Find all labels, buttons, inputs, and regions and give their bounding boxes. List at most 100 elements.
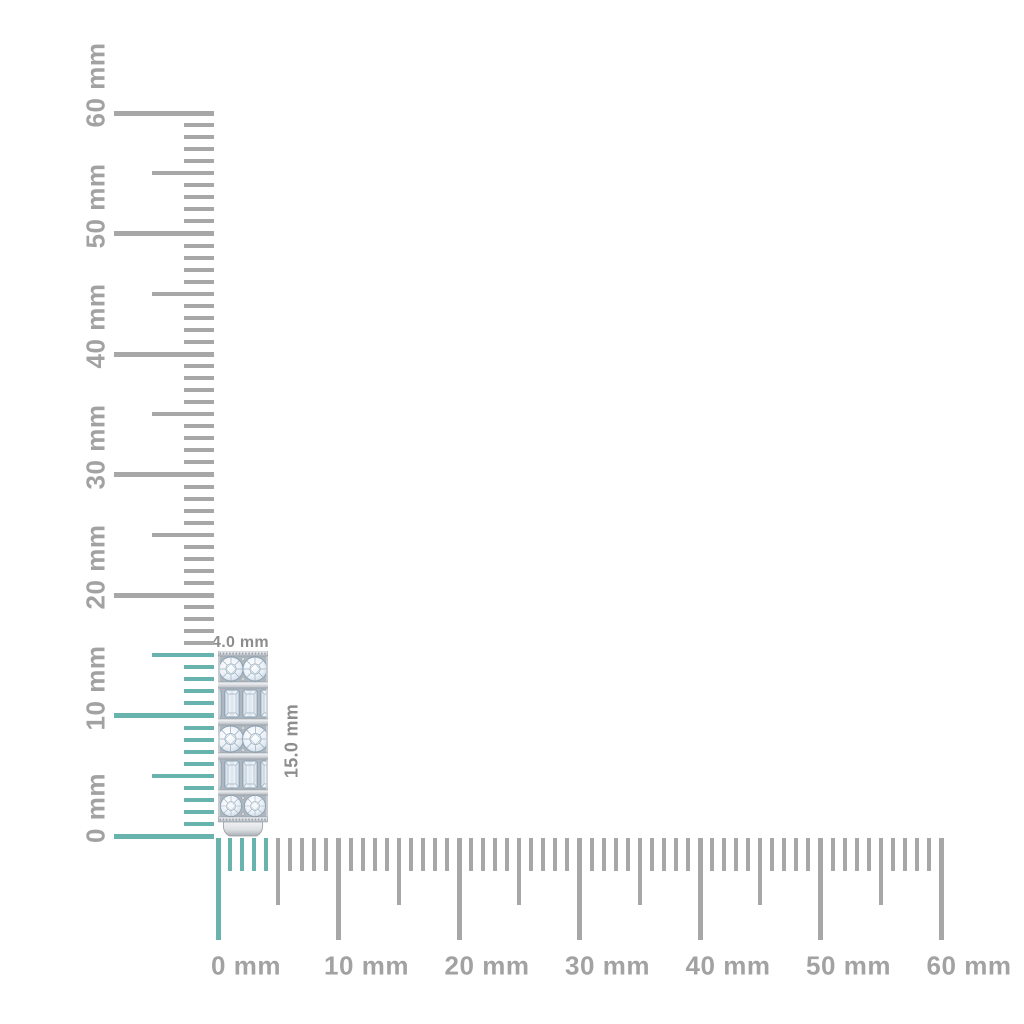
v-ruler-tick xyxy=(184,761,214,766)
v-ruler-tick xyxy=(152,653,214,658)
v-ruler-tick xyxy=(184,207,214,212)
h-ruler-tick xyxy=(505,838,510,871)
h-ruler-tick xyxy=(854,838,859,871)
v-ruler-tick xyxy=(184,737,214,742)
v-ruler-tick xyxy=(184,520,214,525)
v-ruler-tick xyxy=(184,629,214,634)
v-ruler-tick xyxy=(114,592,214,598)
h-ruler-tick xyxy=(746,838,751,871)
h-ruler-tick xyxy=(577,838,582,940)
h-ruler-tick xyxy=(890,838,895,871)
v-ruler-tick xyxy=(184,195,214,200)
v-ruler-tick xyxy=(152,412,214,417)
height-dimension-label: 15.0 mm xyxy=(281,703,302,779)
h-ruler-tick xyxy=(830,838,835,871)
v-ruler-tick xyxy=(184,568,214,573)
h-ruler-tick xyxy=(782,838,787,871)
h-ruler-tick xyxy=(215,838,221,940)
h-ruler-tick xyxy=(312,838,317,871)
v-ruler-tick xyxy=(184,701,214,706)
h-ruler-tick xyxy=(517,838,522,905)
h-ruler-tick xyxy=(770,838,775,871)
v-ruler-tick xyxy=(184,556,214,561)
h-ruler-tick xyxy=(866,838,871,871)
h-ruler-tick xyxy=(432,838,437,871)
h-ruler-tick xyxy=(324,838,329,871)
h-ruler-tick xyxy=(673,838,678,871)
v-ruler-tick xyxy=(184,135,214,140)
v-ruler-label: 40 mm xyxy=(80,283,111,369)
h-ruler-tick xyxy=(661,838,666,871)
v-ruler-tick xyxy=(184,364,214,369)
h-ruler-tick xyxy=(276,838,281,905)
h-ruler-label: 50 mm xyxy=(806,950,891,981)
v-ruler-tick xyxy=(184,484,214,489)
h-ruler-tick xyxy=(649,838,654,871)
v-ruler-label: 30 mm xyxy=(80,404,111,489)
h-ruler-tick xyxy=(625,838,630,871)
h-ruler-tick xyxy=(685,838,690,871)
v-ruler-tick xyxy=(184,243,214,248)
v-ruler-tick xyxy=(184,821,214,826)
h-ruler-tick xyxy=(938,838,944,940)
v-ruler-tick xyxy=(114,351,214,357)
v-ruler-tick xyxy=(184,123,214,128)
v-ruler-tick xyxy=(184,508,214,513)
h-ruler-tick xyxy=(456,838,462,940)
h-ruler-tick xyxy=(902,838,907,871)
v-ruler-tick xyxy=(184,544,214,549)
h-ruler-tick xyxy=(842,838,847,871)
v-ruler-tick xyxy=(184,809,214,814)
h-ruler-tick xyxy=(589,838,594,871)
h-ruler-tick xyxy=(264,838,269,871)
h-ruler-label: 60 mm xyxy=(926,950,1012,981)
v-ruler-tick xyxy=(152,532,214,537)
v-ruler-tick xyxy=(152,171,214,176)
h-ruler-label: 40 mm xyxy=(685,950,771,981)
h-ruler-tick xyxy=(758,838,763,905)
v-ruler-label: 50 mm xyxy=(80,163,111,248)
v-ruler-tick xyxy=(184,219,214,224)
h-ruler-tick xyxy=(722,838,727,871)
h-ruler-tick xyxy=(444,838,449,871)
h-ruler-tick xyxy=(553,838,558,871)
v-ruler-tick xyxy=(184,400,214,405)
h-ruler-tick xyxy=(601,838,606,871)
v-ruler-tick xyxy=(184,641,214,646)
h-ruler-tick xyxy=(420,838,425,871)
h-ruler-tick xyxy=(637,838,642,905)
h-ruler-tick xyxy=(710,838,715,871)
v-ruler-tick xyxy=(114,110,214,116)
v-ruler-tick xyxy=(184,388,214,393)
h-ruler-tick xyxy=(697,838,703,940)
h-ruler-tick xyxy=(396,838,401,905)
v-ruler-label: 10 mm xyxy=(80,645,111,730)
v-ruler-tick xyxy=(114,472,214,477)
v-ruler-tick xyxy=(184,339,214,344)
v-ruler-tick xyxy=(184,460,214,465)
v-ruler-tick xyxy=(114,713,214,718)
h-ruler-tick xyxy=(288,838,293,871)
h-ruler-tick xyxy=(806,838,811,871)
v-ruler-tick xyxy=(184,255,214,260)
h-ruler-label: 30 mm xyxy=(565,950,650,981)
v-ruler-tick xyxy=(184,327,214,332)
width-dimension-label: 4.0 mm xyxy=(212,634,269,651)
v-ruler-tick xyxy=(114,231,214,236)
h-ruler-tick xyxy=(493,838,498,871)
h-ruler-tick xyxy=(360,838,365,871)
v-ruler-tick xyxy=(184,617,214,622)
v-ruler-tick xyxy=(184,496,214,501)
v-ruler-tick xyxy=(184,315,214,320)
h-ruler-tick xyxy=(565,838,570,871)
v-ruler-tick xyxy=(184,448,214,453)
h-ruler-tick xyxy=(529,838,534,871)
h-ruler-tick xyxy=(914,838,919,871)
h-ruler-tick xyxy=(481,838,486,871)
h-ruler-tick xyxy=(384,838,389,871)
v-ruler-tick xyxy=(152,773,214,778)
v-ruler-tick xyxy=(114,833,214,839)
v-ruler-tick xyxy=(184,689,214,694)
h-ruler-tick xyxy=(613,838,618,871)
